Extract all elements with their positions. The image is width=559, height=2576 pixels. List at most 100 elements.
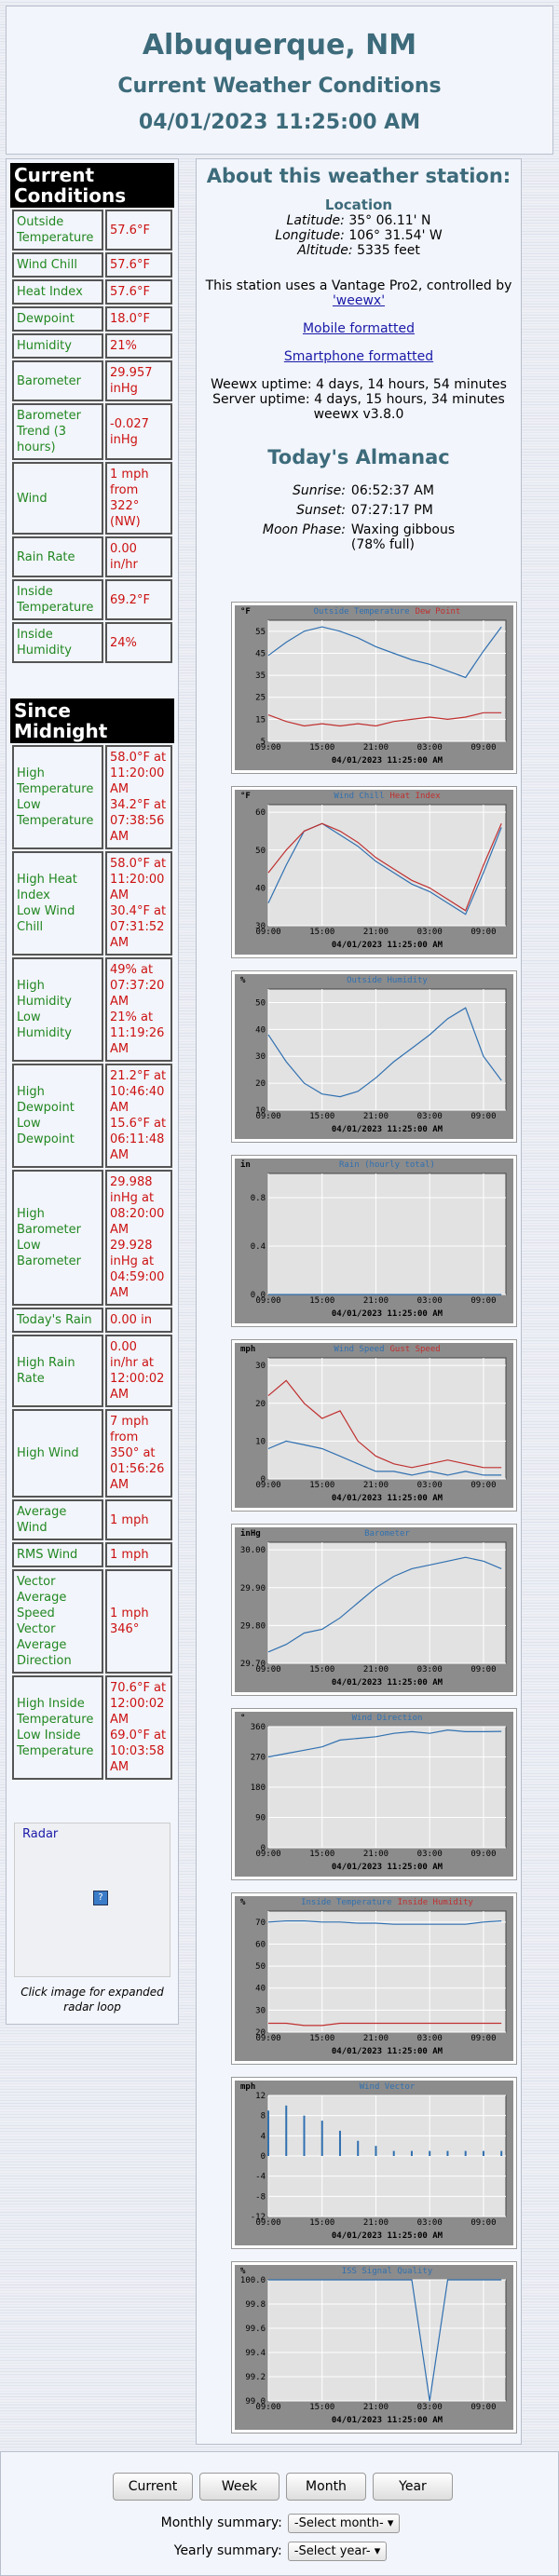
y-tick-label: 29.80 [240,1621,266,1631]
chart-svg: mph Wind Vector -12 -8 -4 0 4 8 12 09:00 15:00 21:0… [231,2077,517,2249]
y-tick-label: 70 [255,1918,266,1928]
x-tick-label: 03:00 [417,1481,443,1490]
x-tick-label: 15:00 [309,2034,334,2043]
row: High Humidity Low Humidity 49% at 07:37:20… [12,957,172,1062]
weewx-link[interactable]: 'weewx' [332,293,386,308]
y-tick-label: 29.90 [240,1584,266,1593]
legend-entry: Inside Temperature [301,1898,392,1907]
x-tick-label: 09:00 [470,743,496,752]
unit: % [240,2267,246,2276]
series-line [267,712,502,727]
mobile-link[interactable]: Mobile formatted [302,321,416,336]
y-tick-label: 5 [261,738,266,747]
x-tick-label: 21:00 [363,928,389,937]
value: 29.988 inHg at 08:20:00 AM 29.928 inHg at… [105,1170,172,1306]
y-tick-label: 30 [255,1052,266,1062]
row: High Dewpoint Low Dewpoint 21.2°F at 10:46… [12,1064,172,1168]
legend-entry: Inside Humidity [398,1898,474,1907]
longitude: Longitude: 106° 31.54' W [197,228,521,243]
label: High Dewpoint Low Dewpoint [12,1064,103,1168]
row: Barometer Trend (3 hours) -0.027 inHg [12,403,172,460]
text: 21% at 11:19:26 AM [110,1010,165,1056]
button[interactable]: Month [286,2473,366,2501]
y-tick-label: 270 [251,1754,266,1763]
label: Moon Phase: [262,522,346,537]
select[interactable]: -Select year- ▾ [287,2542,388,2561]
text: Low Inside Temperature [17,1729,94,1758]
row: High Heat Index Low Wind Chill 58.0°F at 1… [12,851,172,956]
chart-title: Wind Vector [360,2082,416,2092]
label: Outside Temperature [12,210,103,251]
text: Vector Average Direction [17,1622,72,1668]
label: Longitude: [275,228,345,243]
chart-svg: % ISS Signal Quality 99.0 99.2 99.4 99.6 99.8 1… [231,2261,517,2434]
x-tick-label: 15:00 [309,1481,334,1490]
select-text: -Select month- [293,2516,384,2530]
date: 04/01/2023 11:25:00 AM [138,111,421,134]
station-uses: This station uses a Vantage Pro2, contro… [205,278,512,293]
label: Yearly summary: [173,2543,282,2558]
x-tick-label: 03:00 [417,1850,443,1859]
almanac-title: Today's Almanac [267,446,450,468]
radar-box[interactable]: Radar ? [14,1823,170,1977]
unit: ° [240,1714,245,1723]
button[interactable]: Current [113,2473,193,2501]
chart-svg: ° Wind Direction 0 90 180 270 360 09:00 15:00 21:… [231,1708,517,1880]
x-tick-label: 09:00 [470,1850,496,1859]
right-panel: About this weather station: Location Lat… [196,158,522,2445]
x-tick-label: 09:00 [255,928,280,937]
value: 0.00 in [105,1308,172,1333]
legend-entry: Wind Vector [360,2082,416,2092]
value: 57.6°F [105,252,172,278]
y-tick-label: 12 [255,2092,266,2101]
y-tick-label: 0 [261,2152,266,2162]
value: 29.957 inHg [105,360,172,401]
row: High Inside Temperature Low Inside Temper… [12,1675,172,1780]
value: 70.6°F at 12:00:02 AM 69.0°F at 10:03:58 … [105,1675,172,1780]
x-tick-label: 09:00 [255,743,280,752]
label: Heat Index [12,279,103,305]
chart-svg: in Rain (hourly total) 0.0 0.4 0.8 09:00 15:00… [231,1155,517,1327]
x-tick-label: 15:00 [309,2403,334,2412]
legend-entry: Barometer [364,1529,410,1539]
button[interactable]: Year [373,2473,453,2501]
text: High Temperature [17,766,94,796]
x-tick-label: 09:00 [255,1665,280,1674]
chart-title: Barometer [364,1529,410,1539]
value: 06:52:37 AM [350,483,434,498]
text: 1 mph [110,1607,149,1620]
row: Vector Average Speed Vector Average Direc… [12,1569,172,1674]
subtitle: Current Weather Conditions [117,75,442,98]
smartphone-link[interactable]: Smartphone formatted [283,349,434,364]
timestamp: 04/01/2023 11:25:00 AM [332,941,443,950]
row: Wind Chill 57.6°F [12,252,172,278]
text: Vector Average Speed [17,1575,67,1620]
y-tick-label: 99.2 [245,2373,266,2382]
y-tick-label: 40 [255,884,266,893]
plot-area [267,1173,507,1295]
legend-entry: Wind Direction [352,1714,423,1723]
select[interactable]: -Select month- ▾ [287,2514,401,2533]
y-tick-label: -4 [255,2173,266,2182]
label: Altitude: [297,243,353,258]
label: High Humidity Low Humidity [12,957,103,1062]
text: High Heat Index [17,873,77,902]
series-line [267,1920,502,1925]
x-tick-label: 09:00 [470,2218,496,2228]
unit: in [240,1159,251,1170]
button[interactable]: Week [199,2473,280,2501]
text: High Inside Temperature [17,1697,94,1727]
row: High Temperature Low Temperature 58.0°F at… [12,745,172,849]
x-tick-label: 09:00 [470,1665,496,1674]
value: 5335 feet [357,243,420,258]
y-tick-label: 40 [255,1025,266,1035]
chart-svg: mph Wind Speed Gust Speed 0 10 20 30 09:00 15:00… [231,1339,517,1512]
server-uptime: Server uptime: 4 days, 15 hours, 34 minu… [212,392,505,407]
text: High Dewpoint [17,1085,75,1115]
value: 0.00 in/hr [105,536,172,577]
y-tick-label: 20 [255,1079,266,1089]
y-tick-label: -12 [251,2213,266,2222]
unit: mph [240,2082,255,2092]
y-tick-label: 60 [255,1940,266,1949]
